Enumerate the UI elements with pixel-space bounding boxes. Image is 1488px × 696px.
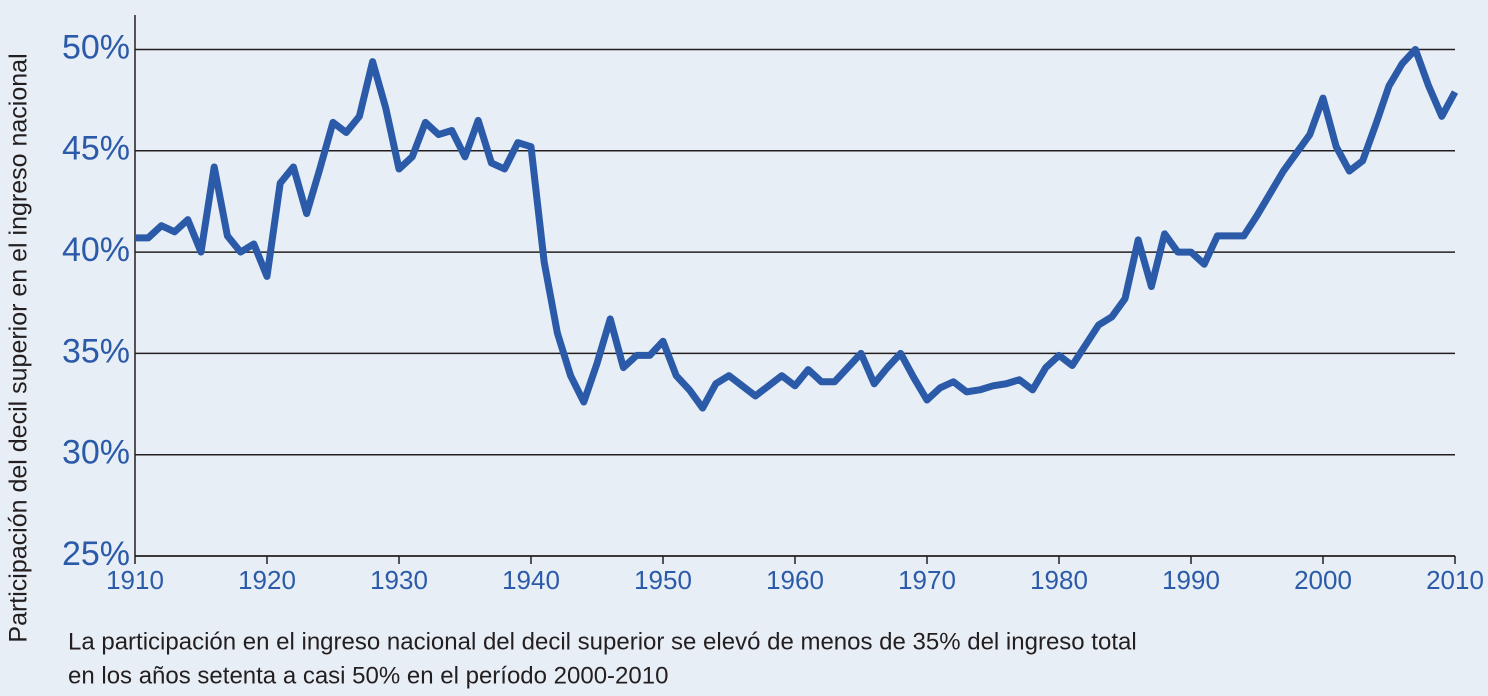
x-tick-label: 1920 — [238, 565, 296, 595]
x-tick-label: 1970 — [898, 565, 956, 595]
y-tick-label: 30% — [62, 434, 130, 472]
x-tick-label: 1910 — [106, 565, 164, 595]
y-tick-label: 40% — [62, 231, 130, 269]
x-tick-label: 1930 — [370, 565, 428, 595]
x-tick-label: 2000 — [1294, 565, 1352, 595]
x-tick-label: 1990 — [1162, 565, 1220, 595]
note: en los años setenta a casi 50% en el per… — [68, 662, 668, 689]
y-tick-label: 45% — [62, 130, 130, 168]
note: La participación en el ingreso nacional … — [68, 628, 1137, 655]
y-tick-label: 35% — [62, 332, 130, 370]
x-tick-label: 1960 — [766, 565, 824, 595]
x-tick-label: 1940 — [502, 565, 560, 595]
x-tick-label: 1950 — [634, 565, 692, 595]
data-line — [135, 45, 1459, 412]
y-tick-label: 25% — [62, 535, 130, 573]
x-tick-label: 2010 — [1426, 565, 1484, 595]
y-tick-label: 50% — [62, 28, 130, 66]
x-tick-label: 1980 — [1030, 565, 1088, 595]
y-axis-label: Participación del decil superior en el i… — [5, 53, 33, 642]
